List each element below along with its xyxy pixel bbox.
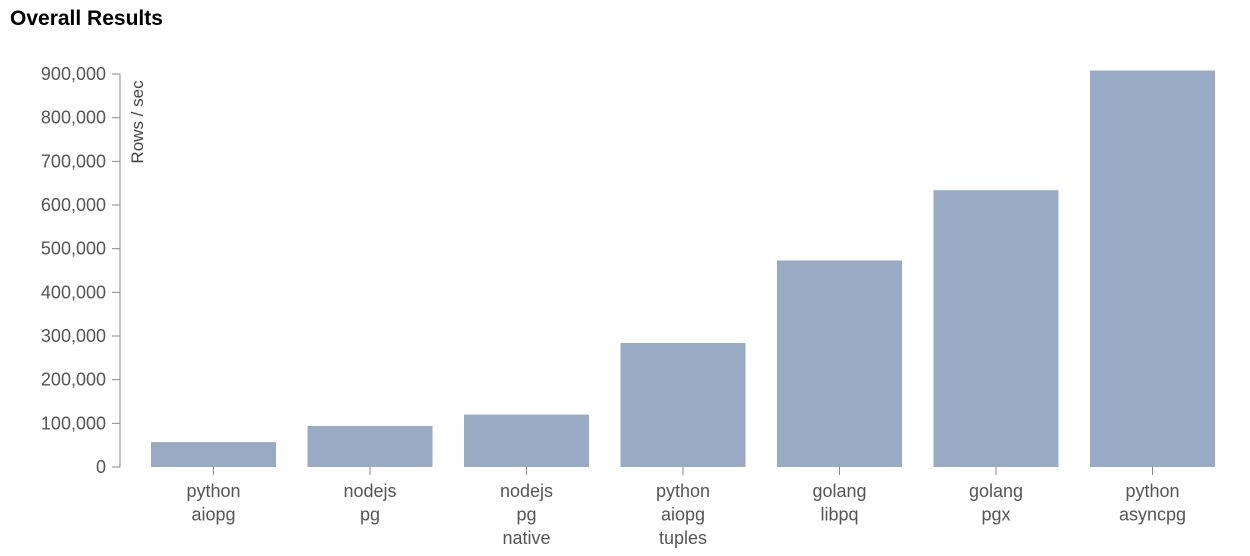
x-tick-label: asyncpg	[1119, 505, 1186, 525]
y-tick-label: 100,000	[41, 413, 106, 433]
x-axis: python aiopg nodejs pg nodejs pg native python a…	[186, 467, 1186, 548]
y-tick-label: 700,000	[41, 151, 106, 171]
chart-title: Overall Results	[10, 7, 163, 30]
x-tick-label: tuples	[659, 528, 707, 548]
x-tick-label: aiopg	[191, 505, 235, 525]
x-tick-label: python	[186, 481, 240, 501]
x-tick-label: native	[502, 528, 550, 548]
y-tick-label: 900,000	[41, 64, 106, 84]
y-tick-label: 800,000	[41, 108, 106, 128]
x-tick-label: nodejs	[343, 481, 396, 501]
x-tick-label: golang	[812, 481, 866, 501]
bar	[307, 425, 433, 467]
x-tick-label: aiopg	[661, 505, 705, 525]
y-axis: 0 100,000 200,000 300,000 400,000 500,000 600,…	[41, 64, 121, 477]
y-tick-label: 600,000	[41, 195, 106, 215]
bar	[1090, 70, 1215, 468]
x-tick-label: python	[1125, 481, 1179, 501]
bar	[777, 260, 902, 467]
x-tick-label: pgx	[981, 505, 1010, 525]
y-axis-title: Rows / sec	[128, 80, 147, 164]
bar	[620, 342, 746, 467]
y-tick-label: 300,000	[41, 326, 106, 346]
bar	[933, 190, 1059, 468]
x-tick-label: python	[656, 481, 710, 501]
y-tick-label: 400,000	[41, 282, 106, 302]
x-tick-label: libpq	[820, 505, 858, 525]
bar	[464, 414, 589, 467]
y-tick-label: 200,000	[41, 370, 106, 390]
y-tick-label: 500,000	[41, 239, 106, 259]
bars	[151, 70, 1215, 468]
y-tick-label: 0	[96, 457, 106, 477]
bar	[151, 442, 276, 467]
x-tick-label: golang	[969, 481, 1023, 501]
x-tick-label: pg	[360, 505, 380, 525]
x-tick-label: pg	[516, 505, 536, 525]
x-tick-label: nodejs	[500, 481, 553, 501]
